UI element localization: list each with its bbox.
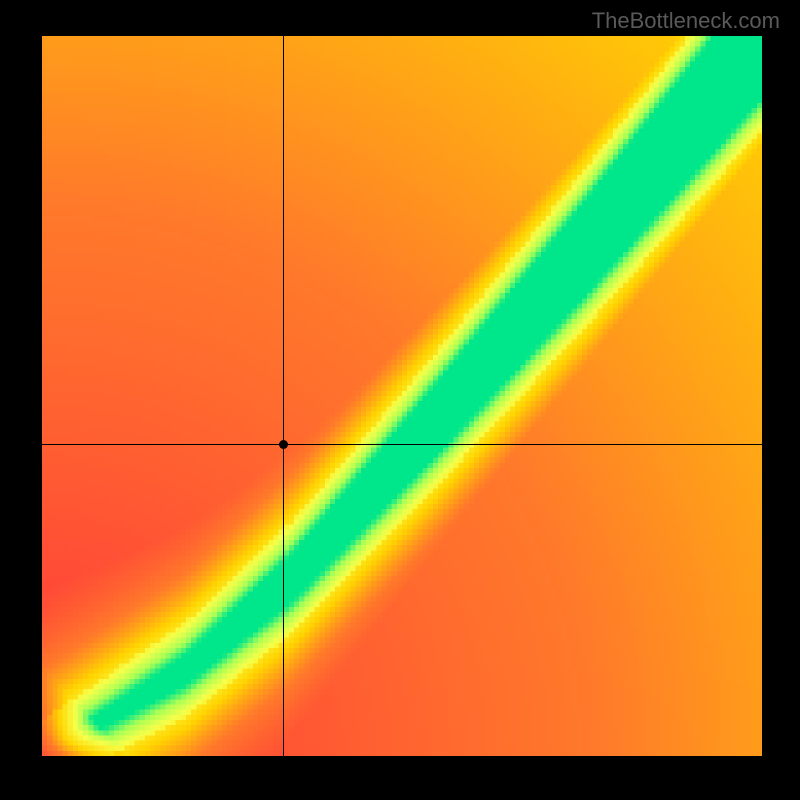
crosshair-vertical [283,36,284,756]
crosshair-horizontal [42,444,762,445]
watermark-text: TheBottleneck.com [592,8,780,34]
bottleneck-heatmap [42,36,762,756]
chart-container: { "watermark": { "text": "TheBottleneck.… [0,0,800,800]
